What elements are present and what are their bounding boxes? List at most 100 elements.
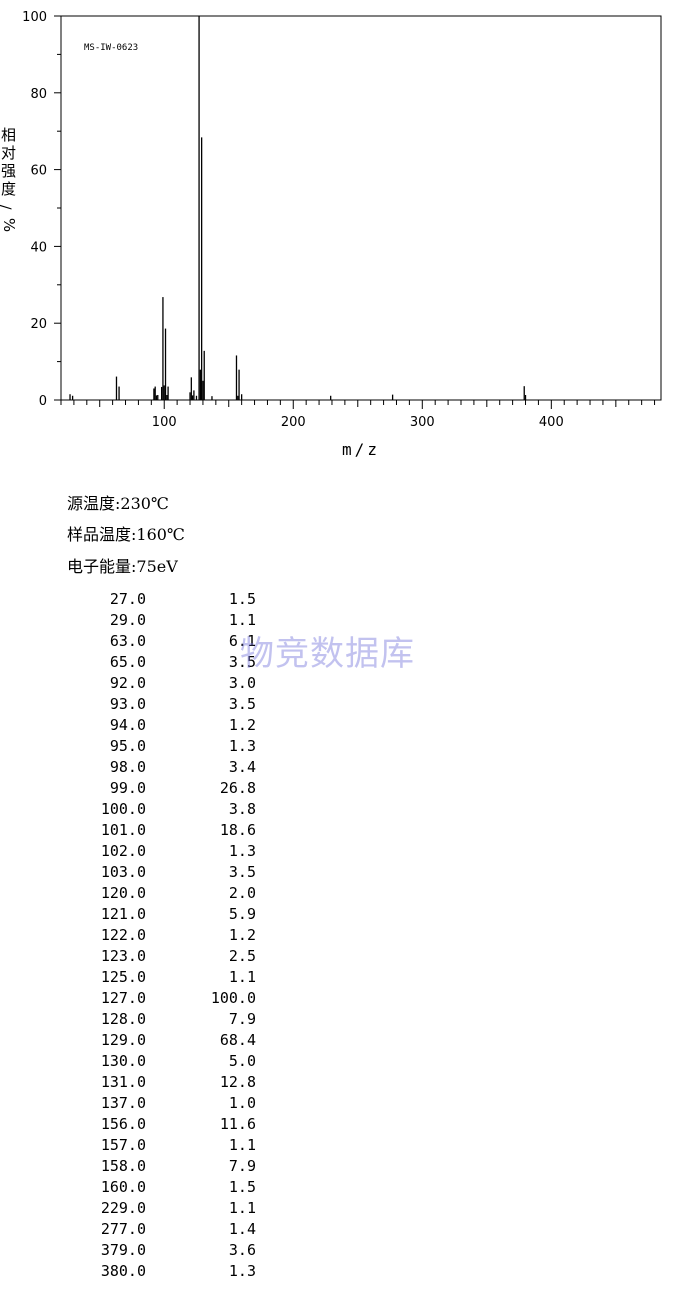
peak-mz: 103.0 <box>100 863 146 881</box>
table-row: 156.0 11.6 <box>0 1114 400 1135</box>
peak-intensity: 1.3 <box>228 842 256 860</box>
watermark: 物竞数据库 <box>240 634 415 674</box>
table-row: 125.0 1.1 <box>0 967 400 988</box>
peak-mz: 229.0 <box>100 1199 146 1217</box>
peak-mz: 99.0 <box>109 779 146 797</box>
peak-intensity: 3.8 <box>228 800 256 818</box>
y-tick-label: 80 <box>30 87 47 102</box>
peak-intensity: 3.4 <box>228 758 256 776</box>
y-axis-label-char: % <box>0 217 19 233</box>
table-row: 158.0 7.9 <box>0 1156 400 1177</box>
peak-intensity: 1.2 <box>228 716 256 734</box>
peak-intensity: 7.9 <box>228 1157 256 1175</box>
peak-intensity: 1.1 <box>228 1199 256 1217</box>
table-row: 131.0 12.8 <box>0 1072 400 1093</box>
peak-intensity: 1.5 <box>228 590 256 608</box>
peak-mz: 160.0 <box>100 1178 146 1196</box>
peak-intensity: 100.0 <box>210 989 256 1007</box>
plot-frame <box>60 15 662 401</box>
y-axis-label-char: 对 <box>1 144 17 162</box>
peak-mz: 95.0 <box>109 737 146 755</box>
table-row: 130.0 5.0 <box>0 1051 400 1072</box>
peak-intensity: 11.6 <box>219 1115 256 1133</box>
y-axis-label-char: 相 <box>1 126 17 144</box>
peak-intensity: 1.2 <box>228 926 256 944</box>
y-axis-label-char: 强 <box>1 162 17 180</box>
peak-mz: 100.0 <box>100 800 146 818</box>
peak-intensity: 3.5 <box>228 863 256 881</box>
table-row: 127.0 100.0 <box>0 988 400 1009</box>
table-row: 101.0 18.6 <box>0 820 400 841</box>
peak-mz: 156.0 <box>100 1115 146 1133</box>
peak-intensity: 12.8 <box>219 1073 256 1091</box>
y-tick-label: 60 <box>30 164 47 179</box>
peak-mz: 102.0 <box>100 842 146 860</box>
peak-mz: 121.0 <box>100 905 146 923</box>
x-tick-label: 300 <box>410 415 435 430</box>
table-row: 380.0 1.3 <box>0 1261 400 1282</box>
table-row: 93.0 3.5 <box>0 694 400 715</box>
table-row: 92.0 3.0 <box>0 673 400 694</box>
peak-intensity: 2.5 <box>228 947 256 965</box>
peak-mz: 130.0 <box>100 1052 146 1070</box>
y-tick-label: 100 <box>22 10 47 25</box>
table-row: 95.0 1.3 <box>0 736 400 757</box>
table-row: 63.0 6.1 <box>0 631 400 652</box>
peak-intensity: 18.6 <box>219 821 256 839</box>
peak-intensity: 5.9 <box>228 905 256 923</box>
table-row: 120.0 2.0 <box>0 883 400 904</box>
table-row: 157.0 1.1 <box>0 1135 400 1156</box>
table-row: 121.0 5.9 <box>0 904 400 925</box>
peak-intensity: 1.0 <box>228 1094 256 1112</box>
peak-mz: 92.0 <box>109 674 146 692</box>
table-row: 94.0 1.2 <box>0 715 400 736</box>
peak-table: 27.0 1.5 29.0 1.1 63.0 6.1 65.0 3.5 92.0 3.0 93.0 3… <box>0 589 400 1282</box>
table-row: 229.0 1.1 <box>0 1198 400 1219</box>
peak-mz: 123.0 <box>100 947 146 965</box>
peak-mz: 94.0 <box>109 716 146 734</box>
y-axis-label-char: 度 <box>1 180 17 198</box>
peak-mz: 120.0 <box>100 884 146 902</box>
table-row: 100.0 3.8 <box>0 799 400 820</box>
table-row: 129.0 68.4 <box>0 1030 400 1051</box>
spectrum-id-annotation: MS-IW-0623 <box>84 43 138 53</box>
peak-mz: 131.0 <box>100 1073 146 1091</box>
peak-intensity: 7.9 <box>228 1010 256 1028</box>
peak-mz: 29.0 <box>109 611 146 629</box>
peak-mz: 93.0 <box>109 695 146 713</box>
x-axis-label: m/z <box>342 440 380 459</box>
peak-mz: 128.0 <box>100 1010 146 1028</box>
y-tick-label: 20 <box>30 317 47 332</box>
peak-intensity: 1.1 <box>228 968 256 986</box>
table-row: 123.0 2.5 <box>0 946 400 967</box>
peak-mz: 122.0 <box>100 926 146 944</box>
peak-mz: 125.0 <box>100 968 146 986</box>
peak-intensity: 5.0 <box>228 1052 256 1070</box>
x-tick-label: 200 <box>281 415 306 430</box>
mass-spectrum-chart: 0 20 40 60 80 100 100 200 300 400 m/z MS-IW-0623 相对… <box>0 0 675 470</box>
table-row: 27.0 1.5 <box>0 589 400 610</box>
peak-mz: 63.0 <box>109 632 146 650</box>
x-tick-label: 400 <box>539 415 564 430</box>
peak-intensity: 1.1 <box>228 611 256 629</box>
peak-intensity: 1.1 <box>228 1136 256 1154</box>
sample-temperature: 样品温度:160℃ <box>67 525 185 544</box>
table-row: 99.0 26.8 <box>0 778 400 799</box>
table-row: 102.0 1.3 <box>0 841 400 862</box>
y-tick-label: 0 <box>39 394 47 409</box>
peak-intensity: 6.1 <box>228 632 256 650</box>
peak-mz: 127.0 <box>100 989 146 1007</box>
x-tick-label: 100 <box>152 415 177 430</box>
peak-mz: 157.0 <box>100 1136 146 1154</box>
peak-intensity: 68.4 <box>219 1031 256 1049</box>
y-tick-label: 40 <box>30 240 47 255</box>
table-row: 29.0 1.1 <box>0 610 400 631</box>
chart-svg: 0 20 40 60 80 100 100 200 300 400 m/z MS-IW-0623 <box>22 10 662 459</box>
peak-intensity: 3.5 <box>228 653 256 671</box>
peak-mz: 27.0 <box>109 590 146 608</box>
peak-mz: 65.0 <box>109 653 146 671</box>
peak-mz: 380.0 <box>100 1262 146 1280</box>
peak-intensity: 1.3 <box>228 737 256 755</box>
table-row: 277.0 1.4 <box>0 1219 400 1240</box>
table-row: 379.0 3.6 <box>0 1240 400 1261</box>
